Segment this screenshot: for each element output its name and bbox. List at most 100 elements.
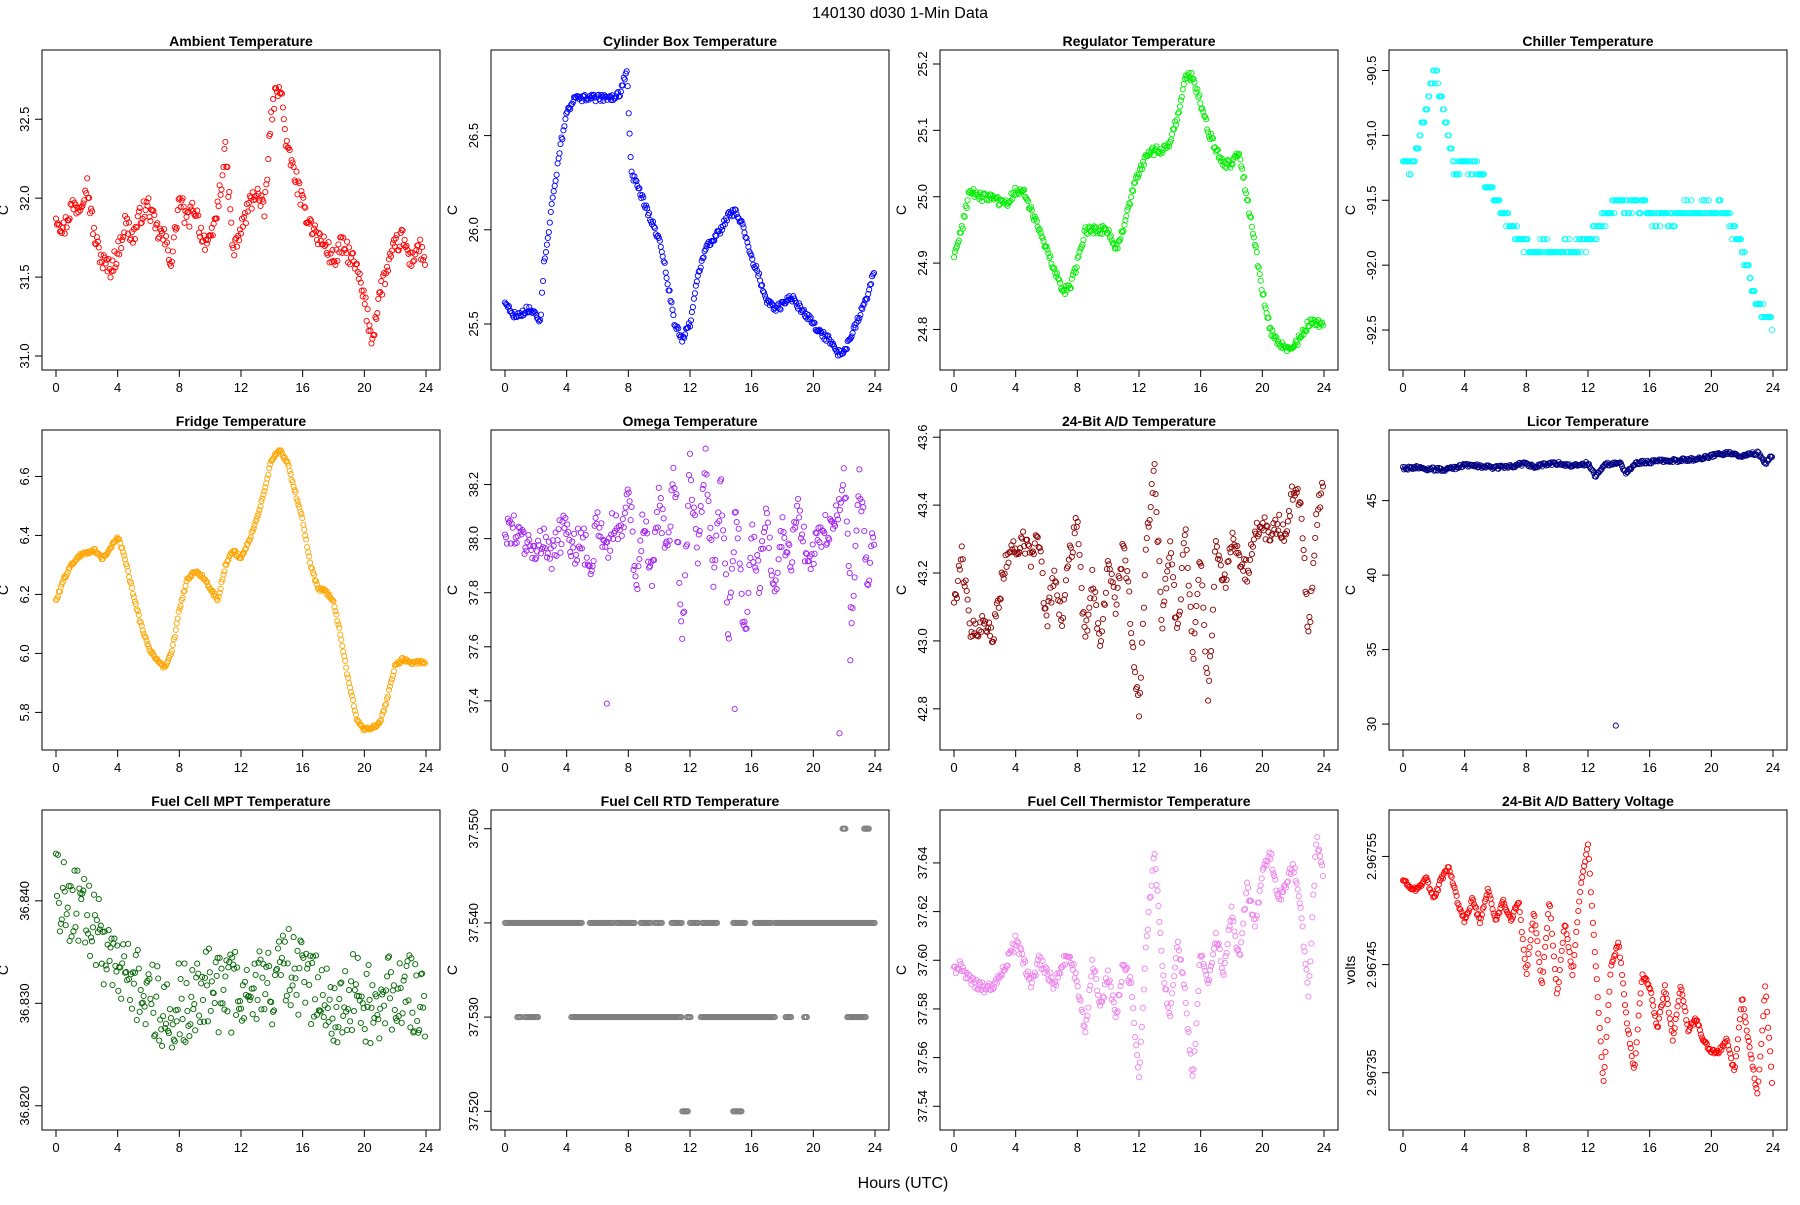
x-tick-label: 0 — [1399, 380, 1406, 395]
data-point — [388, 970, 393, 975]
data-point — [1254, 250, 1259, 255]
data-point — [1139, 640, 1144, 645]
data-point — [203, 949, 208, 954]
data-point — [619, 533, 624, 538]
data-point — [868, 560, 873, 565]
data-point — [179, 996, 184, 1001]
data-point — [1581, 869, 1586, 874]
data-point — [174, 1019, 179, 1024]
data-point — [1623, 1010, 1628, 1015]
x-tick-label: 12 — [683, 380, 697, 395]
data-point — [720, 513, 725, 518]
data-point — [1602, 1065, 1607, 1070]
data-point — [604, 701, 609, 706]
data-point — [734, 519, 739, 524]
data-point — [189, 994, 194, 999]
data-point — [1307, 973, 1312, 978]
data-point — [400, 1011, 405, 1016]
data-point — [126, 941, 131, 946]
data-point — [1163, 576, 1168, 581]
data-point — [690, 305, 695, 310]
data-point — [581, 526, 586, 531]
data-point — [1105, 558, 1110, 563]
data-point — [282, 127, 287, 132]
data-point — [558, 550, 563, 555]
y-tick-label: 6.4 — [17, 526, 32, 544]
data-point — [1277, 512, 1282, 517]
data-point — [1613, 952, 1618, 957]
data-point — [281, 117, 286, 122]
data-point — [1169, 551, 1174, 556]
data-point — [797, 515, 802, 520]
data-point — [1584, 847, 1589, 852]
data-point — [1308, 619, 1313, 624]
x-tick-label: 20 — [1255, 380, 1269, 395]
data-point — [741, 225, 746, 230]
data-point — [735, 536, 740, 541]
data-point — [1113, 611, 1118, 616]
y-tick-label: 32.0 — [17, 186, 32, 211]
y-tick-label: 25.2 — [915, 51, 930, 76]
data-point — [679, 619, 684, 624]
data-point — [658, 496, 663, 501]
data-point — [841, 466, 846, 471]
data-point — [144, 638, 149, 643]
x-tick-label: 8 — [1074, 760, 1081, 775]
data-point — [199, 225, 204, 230]
y-tick-label: 2.96745 — [1364, 941, 1379, 988]
data-point — [1112, 595, 1117, 600]
y-tick-label: 36.830 — [17, 983, 32, 1023]
data-point — [1308, 959, 1313, 964]
data-point — [1142, 966, 1147, 971]
data-point — [633, 574, 638, 579]
data-point — [263, 189, 268, 194]
data-point — [1129, 631, 1134, 636]
chart-title: 24-Bit A/D Temperature — [1062, 413, 1216, 429]
data-point — [410, 1010, 415, 1015]
data-point — [191, 1007, 196, 1012]
data-point — [1570, 972, 1575, 977]
data-point — [1090, 567, 1095, 572]
data-point — [788, 565, 793, 570]
plot-frame — [42, 50, 440, 370]
y-tick-label: 37.540 — [466, 903, 481, 943]
x-tick-label: 4 — [1461, 760, 1468, 775]
data-point — [799, 532, 804, 537]
data-point — [1593, 964, 1598, 969]
data-point — [1252, 924, 1257, 929]
data-points — [951, 461, 1325, 719]
x-tick-label: 24 — [868, 1140, 882, 1155]
data-point — [965, 597, 970, 602]
data-point — [348, 1019, 353, 1024]
data-point — [1013, 933, 1018, 938]
data-point — [848, 658, 853, 663]
data-point — [418, 237, 423, 242]
data-point — [1604, 1034, 1609, 1039]
chart-title: Ambient Temperature — [169, 33, 313, 49]
data-point — [1311, 892, 1316, 897]
data-point — [178, 976, 183, 981]
data-point — [1187, 1048, 1192, 1053]
data-point — [1138, 1039, 1143, 1044]
data-point — [547, 220, 552, 225]
data-point — [1086, 612, 1091, 617]
data-point — [1320, 480, 1325, 485]
y-axis-label: C — [1342, 205, 1358, 215]
x-tick-label: 24 — [1766, 760, 1780, 775]
data-point — [647, 211, 652, 216]
data-point — [1085, 628, 1090, 633]
data-point — [1188, 1051, 1193, 1056]
data-point — [685, 542, 690, 547]
data-point — [683, 573, 688, 578]
data-point — [1218, 563, 1223, 568]
data-point — [129, 1006, 134, 1011]
data-point — [1223, 585, 1228, 590]
data-point — [149, 1002, 154, 1007]
x-tick-label: 20 — [357, 760, 371, 775]
y-tick-label: 2.96755 — [1364, 833, 1379, 880]
data-point — [711, 584, 716, 589]
data-point — [190, 967, 195, 972]
data-point — [369, 341, 374, 346]
